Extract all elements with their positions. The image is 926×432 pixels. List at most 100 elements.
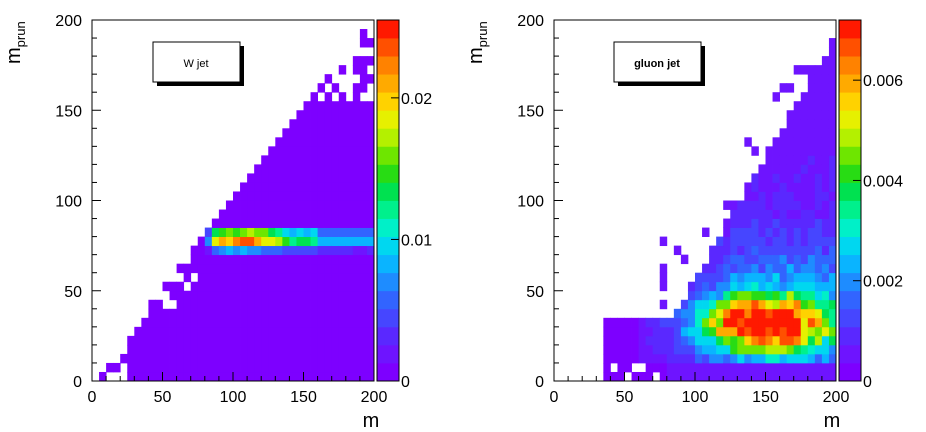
heatmap-cell	[338, 155, 347, 165]
heatmap-cell	[807, 290, 816, 301]
heatmap-cell	[800, 281, 809, 292]
heatmap-cell	[680, 254, 689, 265]
heatmap-cell	[261, 335, 269, 346]
heatmap-cell	[800, 272, 809, 283]
heatmap-cell	[723, 317, 731, 328]
heatmap-cell	[765, 164, 773, 174]
heatmap-cell	[807, 74, 816, 84]
heatmap-cell	[821, 218, 830, 228]
heatmap-cell	[702, 362, 710, 373]
heatmap-cell	[793, 353, 802, 364]
heatmap-cell	[359, 137, 368, 147]
heatmap-cell	[786, 281, 795, 292]
heatmap-cell	[134, 326, 142, 337]
heatmap-cell	[240, 353, 248, 364]
heatmap-cell	[709, 290, 717, 301]
heatmap-cell	[786, 272, 795, 283]
heatmap-cell	[268, 182, 276, 192]
heatmap-cell	[786, 182, 795, 192]
heatmap-cell	[800, 371, 809, 382]
heatmap-cell	[652, 362, 661, 373]
heatmap-cell	[275, 290, 283, 301]
heatmap-cell	[779, 245, 788, 256]
left-x-axis-title: m	[363, 410, 380, 432]
heatmap-cell	[303, 146, 311, 156]
heatmap-cell	[366, 56, 375, 66]
heatmap-cell	[807, 191, 816, 201]
heatmap-cell	[821, 353, 830, 364]
heatmap-cell	[233, 335, 241, 346]
heatmap-cell	[197, 371, 206, 382]
heatmap-cell	[247, 290, 255, 301]
heatmap-cell	[310, 308, 318, 319]
heatmap-cell	[624, 362, 632, 373]
heatmap-cell	[296, 290, 304, 301]
heatmap-cell	[793, 317, 802, 328]
heatmap-cell	[730, 353, 738, 364]
heatmap-cell	[275, 218, 283, 228]
right-y-tick-label-100: 100	[517, 194, 544, 211]
heatmap-cell	[275, 335, 283, 346]
heatmap-cell	[190, 245, 199, 256]
heatmap-cell	[296, 119, 304, 129]
heatmap-cell	[765, 281, 773, 292]
heatmap-cell	[331, 371, 340, 382]
heatmap-cell	[218, 326, 227, 337]
heatmap-cell	[176, 371, 185, 382]
left-colorbar-label-0: 0	[401, 374, 410, 391]
heatmap-cell	[723, 281, 731, 292]
heatmap-cell	[723, 218, 731, 228]
heatmap-cell	[821, 317, 830, 328]
heatmap-cell	[730, 209, 738, 219]
heatmap-cell	[631, 371, 639, 382]
heatmap-cell	[345, 308, 354, 319]
heatmap-cell	[716, 335, 724, 346]
heatmap-cell	[366, 173, 375, 183]
heatmap-cell	[666, 335, 675, 346]
heatmap-cell	[310, 272, 318, 283]
heatmap-cell	[828, 164, 837, 174]
colorbar-segment	[377, 200, 399, 219]
heatmap-cell	[204, 227, 213, 237]
heatmap-cell	[240, 371, 248, 382]
heatmap-cell	[247, 371, 255, 382]
heatmap-cell	[338, 281, 347, 292]
heatmap-cell	[233, 236, 241, 247]
heatmap-cell	[120, 353, 128, 364]
heatmap-cell	[366, 263, 375, 274]
right-colorbar-ticks	[853, 79, 861, 382]
left-y-ticks	[92, 19, 101, 382]
heatmap-cell	[786, 119, 795, 129]
heatmap-cell	[687, 290, 696, 301]
heatmap-cell	[680, 371, 689, 382]
heatmap-cell	[730, 326, 738, 337]
heatmap-cell	[176, 353, 185, 364]
heatmap-cell	[352, 335, 361, 346]
heatmap-cell	[254, 200, 262, 210]
heatmap-cell	[310, 137, 318, 147]
heatmap-cell	[821, 146, 830, 156]
heatmap-cell	[737, 263, 745, 274]
heatmap-cell	[317, 155, 326, 165]
heatmap-cell	[303, 299, 311, 310]
heatmap-cell	[772, 164, 780, 174]
heatmap-cell	[666, 344, 675, 355]
heatmap-cell	[828, 38, 837, 48]
heatmap-cell	[211, 299, 220, 310]
heatmap-cell	[638, 344, 647, 355]
heatmap-cell	[821, 74, 830, 84]
heatmap-cell	[645, 344, 654, 355]
left-legend-box: W jet	[152, 41, 244, 86]
heatmap-cell	[617, 371, 625, 382]
heatmap-cell	[687, 353, 696, 364]
heatmap-cell	[359, 326, 368, 337]
heatmap-cell	[296, 272, 304, 283]
heatmap-cell	[268, 236, 276, 247]
heatmap-cell	[352, 236, 361, 247]
heatmap-cell	[211, 344, 220, 355]
heatmap-cell	[240, 290, 248, 301]
colorbar-segment	[839, 164, 861, 183]
heatmap-cell	[218, 209, 227, 219]
heatmap-cell	[331, 236, 340, 247]
heatmap-cell	[807, 173, 816, 183]
